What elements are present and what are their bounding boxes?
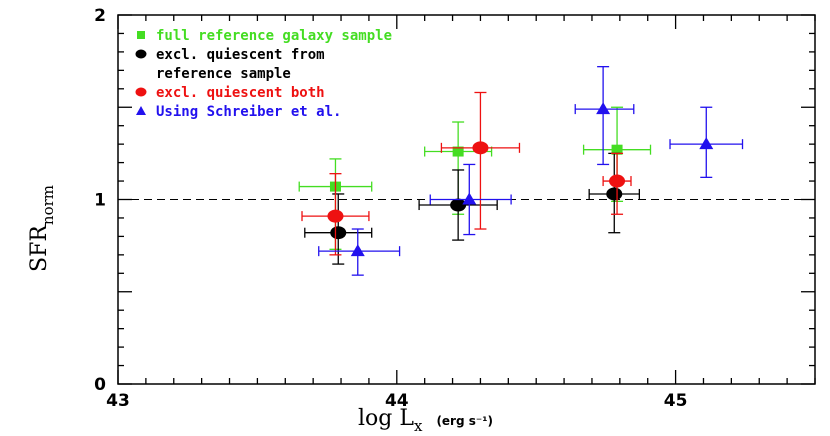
y-axis-title: SFRnorm xyxy=(27,185,57,272)
data-point xyxy=(327,209,344,223)
data-point xyxy=(472,141,489,155)
x-tick-label: 43 xyxy=(106,391,130,411)
x-axis-label-subscript: x xyxy=(414,417,423,435)
data-point xyxy=(330,226,347,240)
x-axis-label: log L xyxy=(358,406,414,431)
data-point xyxy=(462,192,477,205)
legend-entry: reference sample xyxy=(156,66,291,82)
series-3 xyxy=(318,66,744,276)
y-axis-label-subscript: norm xyxy=(39,185,57,225)
data-point xyxy=(609,174,626,188)
legend-marker xyxy=(137,31,145,39)
series-2 xyxy=(301,91,632,256)
legend: full reference galaxy sample excl. quiesc… xyxy=(135,28,392,120)
legend-marker xyxy=(136,106,146,115)
series-0 xyxy=(298,106,652,250)
data-point xyxy=(350,244,365,257)
x-axis-units: (erg s⁻¹) xyxy=(436,414,493,428)
x-tick-label: 45 xyxy=(664,391,688,411)
legend-entry: excl. quiescent both xyxy=(156,85,325,101)
data-point xyxy=(611,144,623,155)
x-tick-label: 44 xyxy=(385,391,409,411)
legend-entry: Using Schreiber et al. xyxy=(156,104,341,120)
series-1 xyxy=(304,152,641,265)
legend-marker xyxy=(135,87,147,97)
legend-marker xyxy=(135,49,147,59)
axis-ticks xyxy=(117,14,816,385)
data-point xyxy=(606,187,623,201)
y-tick-label: 1 xyxy=(94,191,106,211)
data-point xyxy=(450,198,467,212)
legend-entry: full reference galaxy sample xyxy=(156,28,392,44)
data-markers xyxy=(298,66,744,276)
y-axis-label: SFR xyxy=(27,224,52,272)
tick-labels: 43 44 45 0 1 2 xyxy=(94,6,687,411)
data-point xyxy=(452,146,464,157)
legend-entry: excl. quiescent from xyxy=(156,47,325,63)
data-point xyxy=(699,137,714,150)
data-point xyxy=(596,102,611,115)
x-axis-title: log Lx (erg s⁻¹) xyxy=(358,406,493,435)
y-tick-label: 2 xyxy=(94,6,106,26)
y-tick-label: 0 xyxy=(94,375,106,395)
